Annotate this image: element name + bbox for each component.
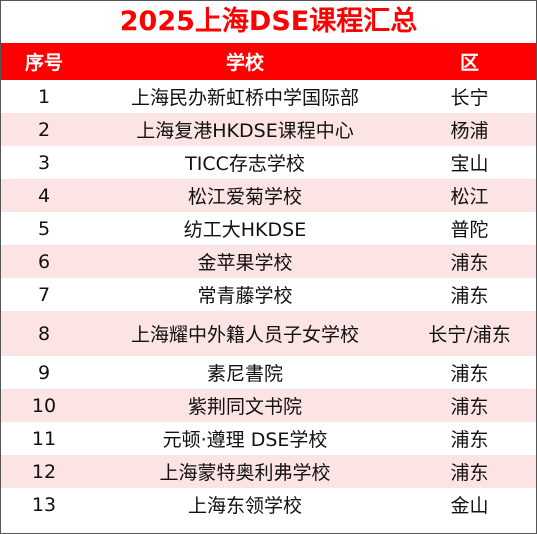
row-district: 浦东 xyxy=(403,455,536,488)
table-row: 8 上海耀中外籍人员子女学校 长宁/浦东 xyxy=(1,311,536,356)
row-district: 长宁/浦东 xyxy=(403,311,536,356)
row-school: 素尼書院 xyxy=(87,356,403,389)
row-number: 1 xyxy=(1,80,87,113)
row-district: 宝山 xyxy=(403,146,536,179)
header-school: 学校 xyxy=(87,43,403,80)
school-table: 序号 学校 区 1 上海民办新虹桥中学国际部 长宁 2 上海复港HKDSE课程中… xyxy=(1,43,536,521)
table-row: 13 上海东领学校 金山 xyxy=(1,488,536,521)
table-row: 12 上海蒙特奥利弗学校 浦东 xyxy=(1,455,536,488)
row-school: 纺工大HKDSE xyxy=(87,212,403,245)
row-school: 上海耀中外籍人员子女学校 xyxy=(87,311,403,356)
row-school: 上海东领学校 xyxy=(87,488,403,521)
row-district: 浦东 xyxy=(403,422,536,455)
header-number: 序号 xyxy=(1,43,87,80)
row-number: 3 xyxy=(1,146,87,179)
row-number: 11 xyxy=(1,422,87,455)
table-row: 4 松江爱菊学校 松江 xyxy=(1,179,536,212)
table-row: 7 常青藤学校 浦东 xyxy=(1,278,536,311)
row-school: 上海复港HKDSE课程中心 xyxy=(87,113,403,146)
row-number: 12 xyxy=(1,455,87,488)
row-school: 上海民办新虹桥中学国际部 xyxy=(87,80,403,113)
row-school: 常青藤学校 xyxy=(87,278,403,311)
row-school: 元顿·遵理 DSE学校 xyxy=(87,422,403,455)
table-row: 2 上海复港HKDSE课程中心 杨浦 xyxy=(1,113,536,146)
row-school: 上海蒙特奥利弗学校 xyxy=(87,455,403,488)
row-number: 6 xyxy=(1,245,87,278)
table-row: 10 紫荆同文书院 浦东 xyxy=(1,389,536,422)
row-number: 10 xyxy=(1,389,87,422)
row-number: 13 xyxy=(1,488,87,521)
row-school: 金苹果学校 xyxy=(87,245,403,278)
row-district: 浦东 xyxy=(403,245,536,278)
row-number: 8 xyxy=(1,311,87,356)
row-school: 松江爱菊学校 xyxy=(87,179,403,212)
table-row: 9 素尼書院 浦东 xyxy=(1,356,536,389)
row-district: 浦东 xyxy=(403,278,536,311)
table-row: 11 元顿·遵理 DSE学校 浦东 xyxy=(1,422,536,455)
table-row: 5 纺工大HKDSE 普陀 xyxy=(1,212,536,245)
row-district: 普陀 xyxy=(403,212,536,245)
page-title: 2025上海DSE课程汇总 xyxy=(119,6,418,37)
row-district: 松江 xyxy=(403,179,536,212)
row-number: 4 xyxy=(1,179,87,212)
row-school: TICC存志学校 xyxy=(87,146,403,179)
row-number: 9 xyxy=(1,356,87,389)
row-school: 紫荆同文书院 xyxy=(87,389,403,422)
table-row: 6 金苹果学校 浦东 xyxy=(1,245,536,278)
row-district: 长宁 xyxy=(403,80,536,113)
header-district: 区 xyxy=(403,43,536,80)
table-row: 1 上海民办新虹桥中学国际部 长宁 xyxy=(1,80,536,113)
table-header-row: 序号 学校 区 xyxy=(1,43,536,80)
row-number: 5 xyxy=(1,212,87,245)
row-number: 7 xyxy=(1,278,87,311)
table-row: 3 TICC存志学校 宝山 xyxy=(1,146,536,179)
row-district: 浦东 xyxy=(403,389,536,422)
row-district: 杨浦 xyxy=(403,113,536,146)
row-district: 金山 xyxy=(403,488,536,521)
row-district: 浦东 xyxy=(403,356,536,389)
row-number: 2 xyxy=(1,113,87,146)
